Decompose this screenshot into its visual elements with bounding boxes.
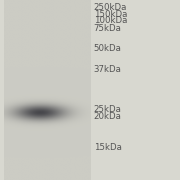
Text: 15kDa: 15kDa: [94, 143, 122, 152]
Text: 37kDa: 37kDa: [94, 65, 122, 74]
Text: 250kDa: 250kDa: [94, 3, 127, 12]
Text: 150kDa: 150kDa: [94, 10, 127, 19]
Text: 75kDa: 75kDa: [94, 24, 122, 33]
Text: 50kDa: 50kDa: [94, 44, 122, 53]
Text: 20kDa: 20kDa: [94, 112, 122, 121]
Text: 25kDa: 25kDa: [94, 105, 122, 114]
Bar: [4, 0, 90, 180]
Text: 100kDa: 100kDa: [94, 16, 127, 25]
